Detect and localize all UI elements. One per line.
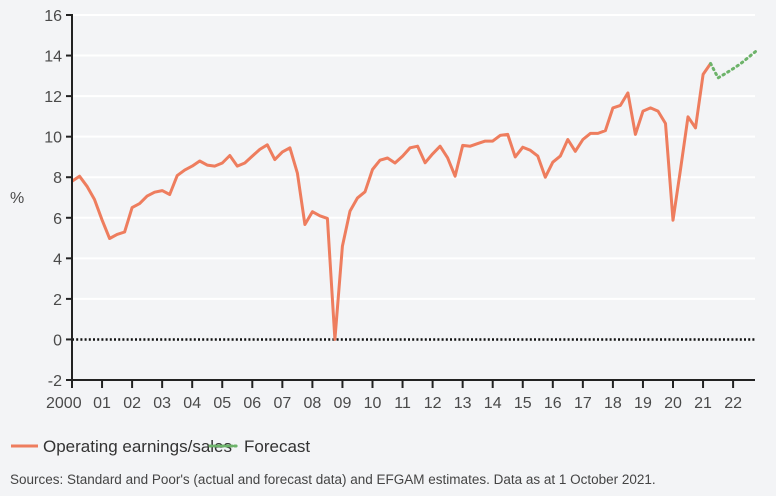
x-tick-label: 15 <box>514 395 532 412</box>
x-tick-label: 10 <box>364 395 382 412</box>
gridlines <box>72 14 755 300</box>
legend-forecast-label: Forecast <box>244 437 310 456</box>
x-tick-label: 13 <box>454 395 472 412</box>
series-group <box>71 50 758 341</box>
x-tick-label: 01 <box>93 395 111 412</box>
y-tick-label: 4 <box>53 251 62 268</box>
forecast-series-line <box>709 50 758 80</box>
x-tick-label: 18 <box>604 395 622 412</box>
y-tick-label: 0 <box>53 332 62 349</box>
x-tick-label: 22 <box>724 395 742 412</box>
x-tick-label: 11 <box>394 395 411 412</box>
x-tick-label: 16 <box>544 395 562 412</box>
x-tick-label: 08 <box>304 395 322 412</box>
x-tick-label: 04 <box>183 395 201 412</box>
y-axis-label: % <box>10 190 24 207</box>
legend: Operating earnings/sales Forecast <box>11 437 310 456</box>
x-tick-label: 03 <box>153 395 171 412</box>
x-tick-label: 06 <box>243 395 261 412</box>
y-tick-label: 10 <box>44 130 62 147</box>
x-tick-label: 02 <box>123 395 141 412</box>
y-tick-label: 12 <box>44 89 62 106</box>
y-tick-label: 6 <box>53 211 62 228</box>
x-tick-label: 12 <box>424 395 442 412</box>
y-tick-label: 2 <box>53 292 62 309</box>
actual-series-line <box>71 62 712 341</box>
x-tick-label: 20 <box>664 395 682 412</box>
legend-actual-label: Operating earnings/sales <box>43 437 232 456</box>
x-tick-label: 05 <box>213 395 231 412</box>
y-tick-label: 8 <box>53 170 62 187</box>
x-tick-label: 2000 <box>46 395 82 412</box>
y-tick-label: 14 <box>44 49 62 66</box>
source-note: Sources: Standard and Poor's (actual and… <box>10 472 656 487</box>
x-tick-label: 14 <box>484 395 502 412</box>
x-tick-label: 21 <box>694 395 712 412</box>
x-tick-label: 09 <box>334 395 352 412</box>
y-tick-label: 16 <box>44 8 62 25</box>
y-tick-label: -2 <box>48 373 62 390</box>
x-tick-label: 07 <box>273 395 291 412</box>
x-tick-label: 19 <box>634 395 652 412</box>
x-tick-label: 17 <box>574 395 592 412</box>
